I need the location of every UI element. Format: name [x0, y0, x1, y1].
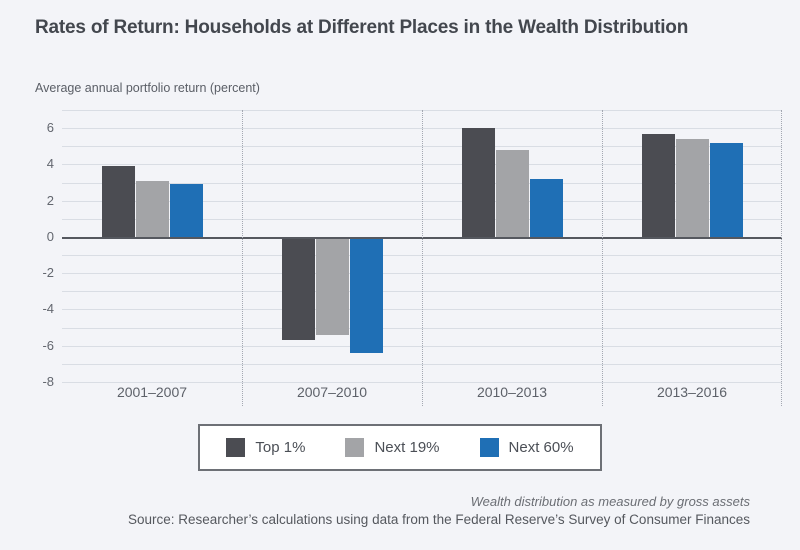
legend-item-next-19: Next 19% — [345, 438, 440, 457]
bar-top-1-2007-2010 — [281, 238, 315, 341]
legend-label-next-19: Next 19% — [374, 439, 440, 456]
legend-swatch-next-60 — [479, 438, 499, 457]
bar-next-19-2010-2013 — [495, 149, 529, 237]
x-tick-label-2007-2010: 2007–2010 — [296, 384, 368, 400]
y-tick-label--6: -6 — [42, 337, 54, 353]
bar-next-19-2013-2016 — [675, 139, 709, 237]
category-separator-1 — [242, 110, 243, 406]
bar-next-60-2013-2016 — [709, 142, 743, 237]
x-tick-label-2013-2016: 2013–2016 — [656, 384, 728, 400]
bar-next-60-2001-2007 — [169, 184, 203, 237]
y-tick-label-4: 4 — [46, 156, 54, 172]
y-axis-title: Average annual portfolio return (percent… — [35, 81, 260, 95]
y-tick-label--4: -4 — [42, 301, 54, 317]
bar-next-19-2007-2010 — [315, 238, 349, 336]
x-tick-label-2010-2013: 2010–2013 — [476, 384, 548, 400]
category-separator-3 — [602, 110, 603, 406]
legend-swatch-next-19 — [345, 438, 365, 457]
y-tick-label--8: -8 — [42, 374, 54, 389]
category-separator-4 — [781, 110, 782, 406]
category-separator-2 — [422, 110, 423, 406]
y-tick-label--2: -2 — [42, 265, 54, 281]
bar-next-60-2007-2010 — [349, 238, 383, 354]
legend-label-top-1: Top 1% — [255, 439, 306, 456]
y-tick-label-6: 6 — [46, 120, 54, 136]
legend-box: Top 1% Next 19% Next 60% — [198, 424, 602, 471]
legend-swatch-top-1 — [226, 438, 246, 457]
x-tick-label-2001-2007: 2001–2007 — [116, 384, 188, 400]
y-tick-label-0: 0 — [46, 228, 54, 244]
y-tick-label-2: 2 — [46, 192, 54, 208]
legend: Top 1% Next 19% Next 60% — [0, 424, 800, 471]
legend-item-next-60: Next 60% — [479, 438, 574, 457]
source-note: Source: Researcher’s calculations using … — [127, 512, 750, 527]
bar-top-1-2010-2013 — [461, 128, 495, 237]
bar-top-1-2013-2016 — [641, 133, 675, 237]
bar-next-19-2001-2007 — [135, 180, 169, 237]
bar-next-60-2010-2013 — [529, 178, 563, 237]
legend-label-next-60: Next 60% — [508, 439, 574, 456]
footnote: Wealth distribution as measured by gross… — [470, 494, 750, 509]
chart-title: Rates of Return: Households at Different… — [35, 17, 689, 38]
bar-top-1-2001-2007 — [101, 166, 135, 237]
legend-item-top-1: Top 1% — [226, 438, 305, 457]
